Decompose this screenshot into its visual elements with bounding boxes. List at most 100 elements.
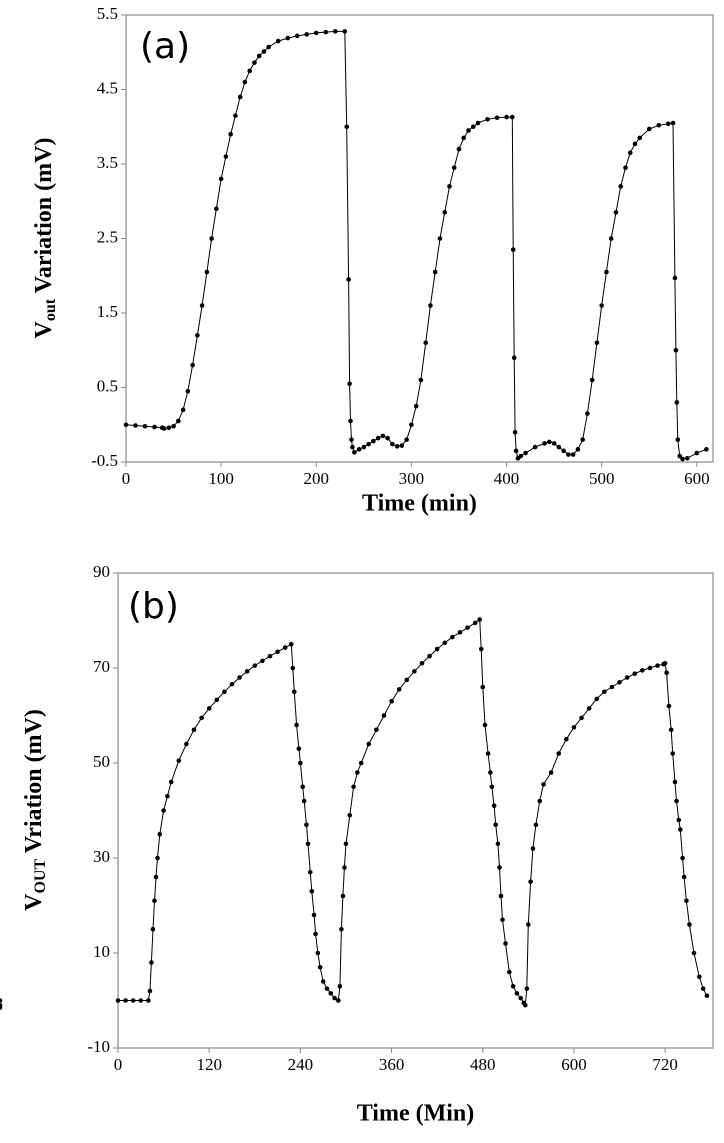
data-point xyxy=(518,995,524,1001)
data-point xyxy=(700,986,706,991)
data-point xyxy=(518,453,524,459)
data-point xyxy=(149,960,154,965)
data-point xyxy=(579,715,584,721)
data-point xyxy=(275,38,281,44)
data-point xyxy=(655,663,660,668)
data-point xyxy=(465,625,470,630)
data-point xyxy=(380,433,386,439)
data-point xyxy=(632,671,638,676)
data-point xyxy=(342,865,347,870)
x-tick-label: 300 xyxy=(399,469,425,488)
y-tick-label: 3.5 xyxy=(97,153,118,172)
data-point xyxy=(161,426,167,431)
data-point xyxy=(485,751,491,756)
data-point xyxy=(482,722,488,728)
data-point xyxy=(343,841,349,847)
data-point xyxy=(493,822,498,828)
data-point xyxy=(551,441,557,446)
data-point xyxy=(157,831,163,837)
data-point xyxy=(694,450,700,456)
data-point xyxy=(366,441,371,447)
data-point xyxy=(510,983,516,989)
data-point xyxy=(427,653,432,659)
data-point xyxy=(340,893,346,899)
data-point xyxy=(498,893,504,899)
data-point xyxy=(300,784,305,790)
data-point xyxy=(381,713,387,718)
data-point xyxy=(152,898,157,904)
data-point xyxy=(155,855,160,861)
data-point xyxy=(477,617,483,622)
data-point xyxy=(497,865,502,870)
data-point xyxy=(396,687,402,692)
data-point xyxy=(547,439,552,445)
data-point xyxy=(684,898,689,904)
data-point xyxy=(123,422,129,428)
data-point xyxy=(260,658,265,664)
data-point xyxy=(296,746,302,752)
y-title-rest: Variation (mV) xyxy=(31,138,57,299)
data-point xyxy=(666,703,672,709)
x-tick-label: 200 xyxy=(304,469,330,488)
data-point xyxy=(355,770,360,775)
data-point xyxy=(510,247,516,252)
data-point xyxy=(478,646,484,652)
data-point xyxy=(509,114,515,120)
data-point xyxy=(332,995,337,1001)
data-point xyxy=(218,176,224,182)
data-point xyxy=(678,827,683,832)
data-point xyxy=(313,30,319,36)
data-point xyxy=(561,448,566,454)
y-tick-label: -10 xyxy=(87,1037,110,1056)
data-point xyxy=(342,29,348,34)
data-point xyxy=(244,669,250,674)
data-point xyxy=(209,236,214,241)
data-point xyxy=(313,931,318,937)
data-point xyxy=(352,450,357,455)
data-point xyxy=(223,154,229,159)
data-point xyxy=(604,269,609,275)
data-point xyxy=(138,998,144,1003)
data-point xyxy=(428,303,433,308)
data-point xyxy=(301,798,307,804)
y-tick-label: 10 xyxy=(93,942,110,961)
data-point xyxy=(489,784,495,790)
data-point xyxy=(670,751,676,756)
data-point xyxy=(195,333,200,338)
data-point xyxy=(665,121,671,127)
data-point xyxy=(320,979,326,984)
data-point xyxy=(672,275,678,281)
data-point xyxy=(206,706,212,711)
data-point xyxy=(609,684,615,690)
data-point xyxy=(677,453,683,459)
y-title-main: V xyxy=(31,320,57,338)
data-point xyxy=(361,444,367,450)
data-point xyxy=(336,998,341,1003)
data-point xyxy=(548,770,554,775)
data-point xyxy=(153,874,159,880)
data-point xyxy=(285,35,291,41)
data-point xyxy=(523,1002,528,1008)
data-point xyxy=(142,423,148,429)
data-point xyxy=(640,668,645,673)
data-point xyxy=(466,128,471,133)
data-point xyxy=(451,165,457,171)
data-point xyxy=(261,49,267,54)
data-point xyxy=(528,879,533,885)
data-point xyxy=(323,29,329,35)
y-tick-label: 5.5 xyxy=(97,4,118,23)
y-title-sub: out xyxy=(42,298,59,321)
data-point xyxy=(589,377,595,383)
data-point xyxy=(146,998,151,1003)
y-tick-label: -0.5 xyxy=(91,451,118,470)
data-point xyxy=(266,44,272,50)
data-point xyxy=(566,452,571,457)
data-point xyxy=(171,423,176,429)
x-tick-label: 600 xyxy=(684,469,710,488)
data-point xyxy=(472,620,478,626)
data-point xyxy=(537,798,543,804)
x-tick-label: 480 xyxy=(470,1055,496,1074)
data-point xyxy=(0,998,3,1003)
data-point xyxy=(374,727,379,733)
data-point xyxy=(371,438,376,444)
